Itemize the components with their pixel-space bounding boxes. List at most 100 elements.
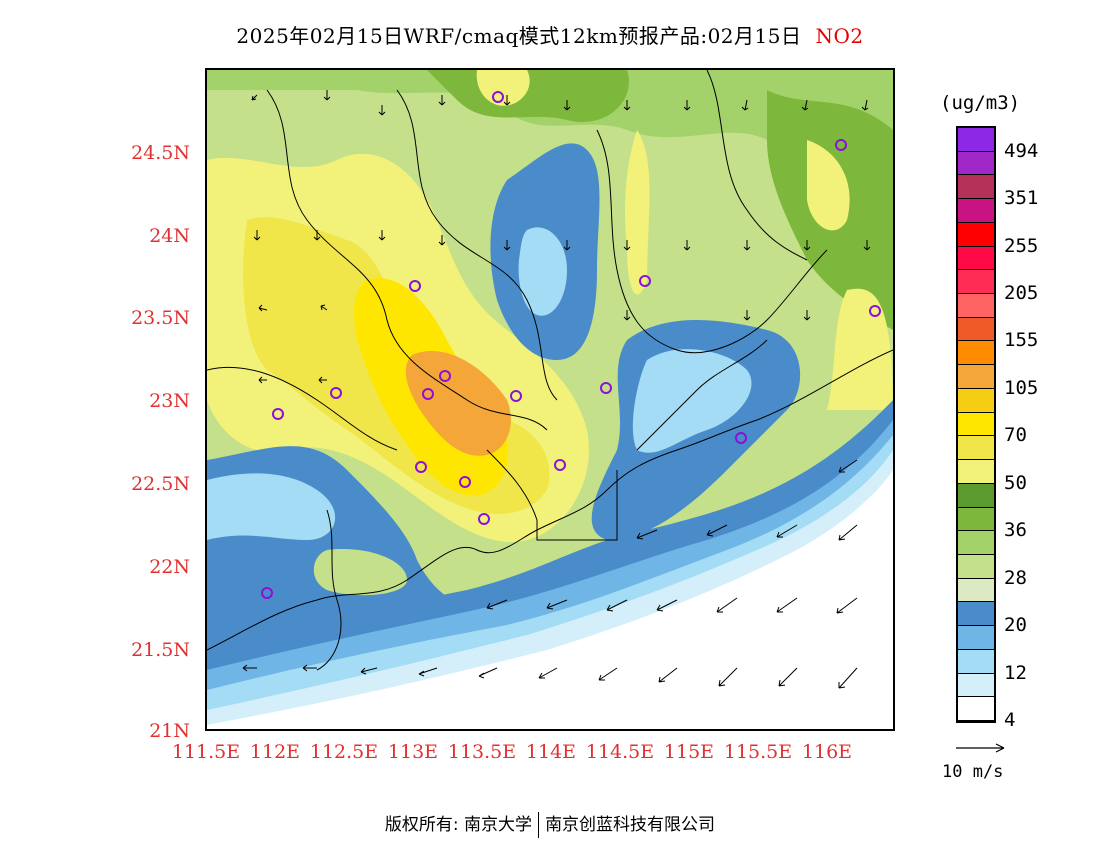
x-tick-label: 112.5E (309, 741, 379, 763)
colorbar-label: 255 (1004, 234, 1039, 257)
site-13 (415, 461, 427, 473)
site-4 (409, 280, 421, 292)
x-tick-label: 114E (525, 741, 577, 763)
y-tick-label: 23.5N (131, 307, 190, 329)
site-17 (261, 587, 273, 599)
colorbar-segment (958, 673, 994, 698)
colorbar-segment (958, 507, 994, 532)
colorbar-segment (958, 483, 994, 508)
site-3 (639, 275, 651, 287)
site-10 (600, 382, 612, 394)
wind-vectors (242, 90, 871, 689)
y-tick-label: 22.5N (131, 473, 190, 495)
field-green-dark (427, 70, 629, 122)
colorbar-segment (958, 128, 994, 152)
colorbar-label: 28 (1004, 566, 1027, 589)
colorbar-segment (958, 199, 994, 223)
colorbar-segment (958, 246, 994, 271)
colorbar-label: 205 (1004, 282, 1039, 305)
colorbar-label: 105 (1004, 376, 1039, 399)
copyright-owner: 版权所有: 南京大学 (384, 815, 533, 835)
field-yellow-top (476, 70, 530, 106)
colorbar-segment (958, 436, 994, 461)
site-9 (510, 390, 522, 402)
colorbar-segment (958, 175, 994, 200)
colorbar (956, 126, 996, 723)
field-yellow-east (827, 288, 893, 410)
x-tick-label: 116E (801, 741, 853, 763)
colorbar-segment (958, 626, 994, 650)
field-ocean-white (207, 470, 893, 729)
field-yellow-ne (807, 140, 850, 231)
no2-concentration-map[interactable] (205, 68, 895, 731)
colorbar-label: 494 (1004, 139, 1039, 162)
x-tick-label: 114.5E (585, 741, 655, 763)
copyright-company: 南京创蓝科技有限公司 (545, 815, 716, 835)
x-tick-label: 111.5E (171, 741, 241, 763)
boundary-lines (207, 70, 893, 671)
colorbar-label: 50 (1004, 471, 1027, 494)
colorbar-segment (958, 460, 994, 484)
y-tick-label: 24N (149, 225, 190, 247)
colorbar-segment (958, 388, 994, 413)
colorbar-label: 351 (1004, 187, 1039, 210)
site-14 (459, 476, 471, 488)
y-tick-label: 23N (149, 390, 190, 412)
colorbar-label: 4 (1004, 709, 1016, 731)
field-lightblue-north (518, 227, 567, 316)
copyright-separator (538, 812, 540, 838)
site-2 (835, 139, 847, 151)
colorbar-segment (958, 317, 994, 342)
colorbar-label: 20 (1004, 614, 1027, 637)
colorbar-segment (958, 578, 994, 603)
site-8 (330, 387, 342, 399)
site-markers[interactable] (261, 91, 881, 599)
site-7 (422, 388, 434, 400)
site-16 (478, 513, 490, 525)
y-tick-label: 21.5N (131, 639, 190, 661)
x-tick-label: 115.5E (723, 741, 793, 763)
site-1 (492, 91, 504, 103)
x-tick-label: 113.5E (447, 741, 517, 763)
y-tick-label: 24.5N (131, 142, 190, 164)
field-yellow-north (625, 130, 650, 295)
site-5 (869, 305, 881, 317)
colorbar-label: 70 (1004, 424, 1027, 447)
x-tick-label: 113E (387, 741, 439, 763)
colorbar-segment (958, 151, 994, 176)
colorbar-label: 12 (1004, 661, 1027, 684)
copyright: 版权所有: 南京大学 南京创蓝科技有限公司 (0, 810, 1100, 838)
legend-unit: (ug/m3) (940, 92, 1021, 114)
colorbar-segment (958, 341, 994, 366)
site-6 (439, 370, 451, 382)
field-green-islet (313, 549, 407, 596)
colorbar-segment (958, 697, 994, 721)
x-tick-label: 112E (249, 741, 301, 763)
field-lightblue-east (632, 349, 752, 453)
y-tick-label: 22N (149, 556, 190, 578)
species-label: NO2 (815, 24, 864, 48)
colorbar-label: 155 (1004, 329, 1039, 352)
colorbar-segment (958, 294, 994, 318)
colorbar-segment (958, 554, 994, 579)
map-canvas (207, 70, 893, 729)
colorbar-segment (958, 412, 994, 437)
site-11 (272, 408, 284, 420)
title-text: 2025年02月15日WRF/cmaq模式12km预报产品:02月15日 (236, 24, 802, 48)
x-tick-label: 115E (663, 741, 715, 763)
colorbar-segment (958, 531, 994, 555)
field-lightblue-sw (207, 473, 336, 540)
map-title: 2025年02月15日WRF/cmaq模式12km预报产品:02月15日 NO2 (0, 20, 1100, 49)
colorbar-segment (958, 270, 994, 295)
colorbar-segment (958, 365, 994, 389)
y-tick-label: 21N (149, 720, 190, 742)
field-green-north (207, 70, 893, 195)
colorbar-label: 36 (1004, 519, 1027, 542)
site-15 (554, 459, 566, 471)
colorbar-segment (958, 602, 994, 627)
colorbar-segment (958, 649, 994, 674)
site-12 (735, 432, 747, 444)
colorbar-segment (958, 222, 994, 247)
wind-reference-label: 10 m/s (942, 762, 1004, 782)
wind-reference-arrow (956, 743, 1005, 753)
